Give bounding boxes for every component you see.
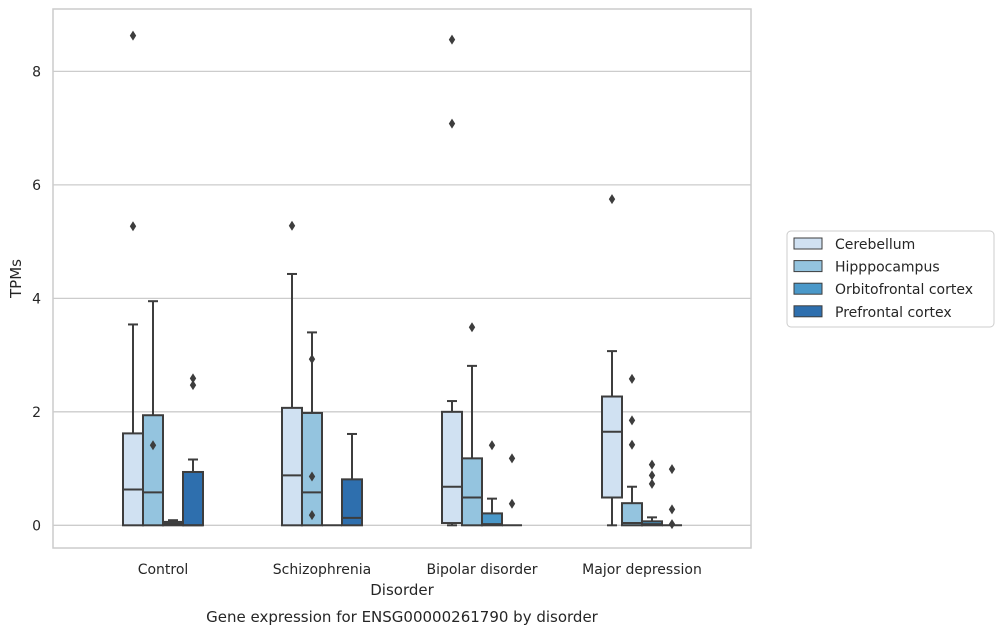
outlier-point [668,519,676,530]
plot-frame [52,8,752,549]
legend-label: Prefrontal cortex [835,305,952,321]
box-orbitofrontal-cortex [481,440,503,527]
box-prefrontal-cortex [182,373,204,527]
plot-area [53,9,751,548]
outlier-point [508,453,516,464]
outlier-point [189,373,197,384]
box-hipppocampus [461,322,483,527]
legend-frame [786,230,995,328]
box-prefrontal-cortex [341,432,363,527]
outlier-point [468,322,476,333]
outlier-point [129,30,137,41]
box-orbitofrontal-cortex [162,519,184,527]
box-body [341,478,363,527]
outlier-point [508,498,516,509]
outlier-point [628,415,636,426]
legend-label: Hipppocampus [835,260,940,276]
outlier-point [448,34,456,45]
box-prefrontal-cortex [502,453,522,527]
legend-swatch [793,237,823,250]
outlier-point [668,504,676,515]
x-tick-label: Bipolar disorder [426,562,537,578]
x-tick-label: Major depression [582,562,702,578]
box-body [621,502,643,527]
box-hipppocampus [301,331,323,527]
outlier-point [149,440,157,451]
outlier-point [308,510,316,521]
outlier-point [189,380,197,391]
x-tick-label: Control [138,562,189,578]
outlier-point [628,373,636,384]
x-tick-label: Schizophrenia [273,562,371,578]
y-tick-label: 2 [32,405,41,421]
box-body [301,411,323,527]
outlier-point [288,220,296,231]
box-body [481,512,503,527]
box-body [281,406,303,527]
outlier-point [668,464,676,475]
y-axis-title: TPMs [7,259,25,299]
box-body [142,414,164,527]
box-prefrontal-cortex [662,464,682,530]
outlier-point [628,439,636,450]
legend-swatch [793,305,823,318]
y-tick-label: 0 [32,518,41,534]
box-body [441,410,463,525]
outlier-point [308,354,316,365]
outlier-point [308,471,316,482]
outlier-point [129,221,137,232]
box-cerebellum [441,34,463,527]
box-body [461,457,483,527]
outlier-point [448,118,456,129]
outlier-point [488,440,496,451]
legend: Cerebellum Hipppocampus Orbitofrontal cort… [786,230,995,328]
box-hipppocampus [142,300,164,527]
legend-swatch [793,282,823,295]
legend-label: Orbitofrontal cortex [835,282,973,298]
box-orbitofrontal-cortex [641,459,663,527]
y-tick-label: 6 [32,178,41,194]
box-hipppocampus [621,373,643,527]
box-cerebellum [601,194,623,527]
legend-label: Cerebellum [835,237,915,253]
box-body [122,432,144,527]
outlier-point [608,194,616,205]
x-axis-title: Disorder [370,581,434,599]
y-tick-label: 8 [32,64,41,80]
outlier-point [648,478,656,489]
outlier-point [648,470,656,481]
outlier-point [648,459,656,470]
box-body [182,470,204,527]
box-body [601,395,623,499]
y-tick-label: 4 [32,291,41,307]
legend-swatch [793,260,823,273]
chart-caption: Gene expression for ENSG00000261790 by d… [206,608,599,626]
